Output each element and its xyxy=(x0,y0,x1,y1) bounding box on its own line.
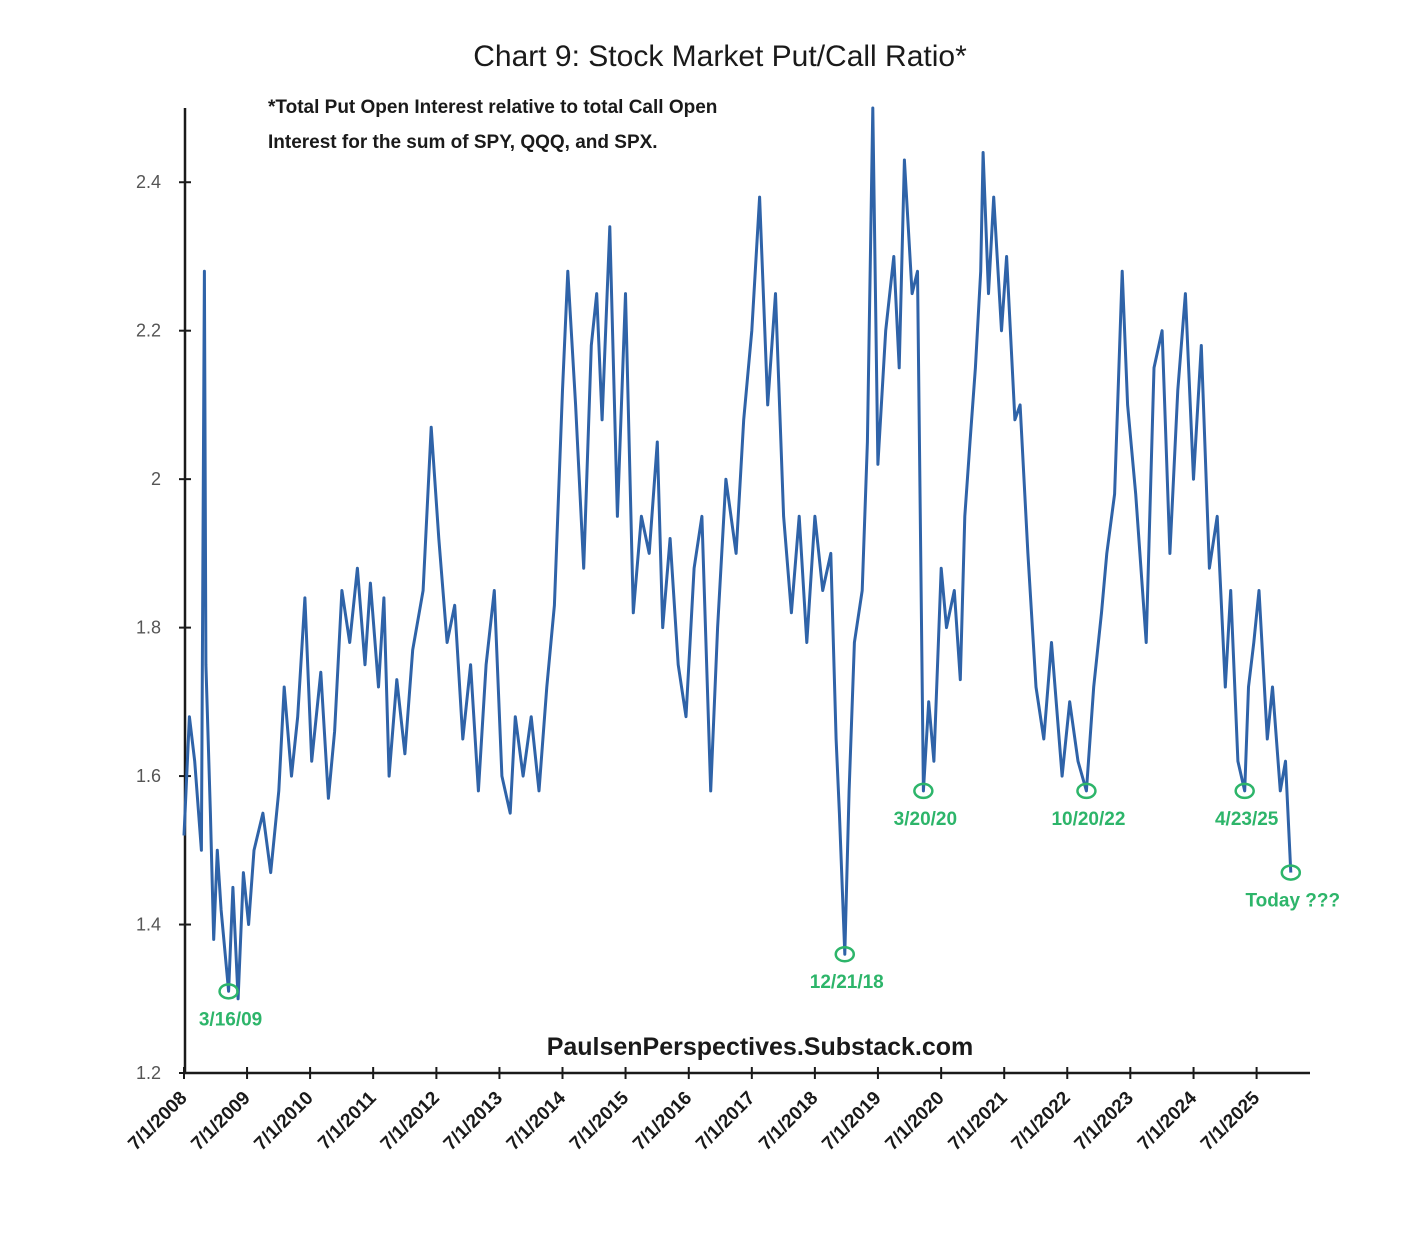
y-tick-label: 2.4 xyxy=(136,172,161,192)
x-tick-label: 7/1/2016 xyxy=(629,1088,696,1155)
x-tick-label: 7/1/2009 xyxy=(187,1088,254,1155)
annotation-layer: 3/16/09 12/21/18 3/20/20 10/20/22 4/23/25 Tod… xyxy=(199,782,1340,1030)
annotation-label: 3/20/20 xyxy=(894,809,957,830)
y-axis: 1.2 1.4 1.6 1.8 2 2.2 2.4 xyxy=(136,108,191,1083)
y-tick-label: 2.2 xyxy=(136,321,161,341)
x-tick-label: 7/1/2021 xyxy=(945,1087,1012,1154)
annotation-label: 12/21/18 xyxy=(810,972,884,993)
x-tick-label: 7/1/2012 xyxy=(377,1088,444,1155)
series-layer xyxy=(182,106,1293,1001)
source-credit: PaulsenPerspectives.Substack.com xyxy=(547,1033,974,1061)
x-tick-label: 7/1/2022 xyxy=(1008,1088,1075,1155)
x-tick-label: 7/1/2018 xyxy=(755,1088,822,1155)
annotation-label: 10/20/22 xyxy=(1051,809,1125,830)
annotation-marker xyxy=(834,945,856,963)
x-tick-label: 7/1/2024 xyxy=(1134,1087,1201,1154)
x-tick-label: 7/1/2011 xyxy=(314,1087,381,1154)
y-tick-label: 1.8 xyxy=(136,618,161,638)
x-tick-label: 7/1/2008 xyxy=(124,1088,191,1155)
annotation-label: 3/16/09 xyxy=(199,1009,262,1030)
x-tick-label: 7/1/2015 xyxy=(566,1087,633,1154)
annotation-marker xyxy=(1280,864,1302,881)
x-tick-label: 7/1/2013 xyxy=(440,1088,507,1155)
x-tick-label: 7/1/2023 xyxy=(1071,1088,1138,1155)
annotation-marker xyxy=(913,782,934,800)
annotation-label: Today ??? xyxy=(1245,891,1340,912)
chart-subtitle-line-1: *Total Put Open Interest relative to tot… xyxy=(268,97,717,118)
y-tick-label: 2 xyxy=(151,469,161,489)
series-line xyxy=(182,106,1293,1001)
chart-title: Chart 9: Stock Market Put/Call Ratio* xyxy=(473,40,967,73)
annotation-label: 4/23/25 xyxy=(1215,809,1279,830)
x-tick-label: 7/1/2025 xyxy=(1197,1087,1264,1154)
annotation-marker xyxy=(218,983,239,1000)
y-tick-label: 1.6 xyxy=(136,766,161,786)
x-tick-label: 7/1/2014 xyxy=(503,1087,570,1154)
x-tick-label: 7/1/2010 xyxy=(250,1088,317,1155)
x-tick-label: 7/1/2019 xyxy=(818,1088,885,1155)
annotation-marker xyxy=(1076,782,1097,800)
chart-subtitle-line-2: Interest for the sum of SPY, QQQ, and SP… xyxy=(268,132,658,153)
y-tick-label: 1.4 xyxy=(136,915,161,935)
y-tick-label: 1.2 xyxy=(136,1063,161,1083)
x-tick-label: 7/1/2020 xyxy=(882,1088,949,1155)
x-tick-label: 7/1/2017 xyxy=(692,1088,759,1155)
annotation-marker xyxy=(1234,782,1255,800)
x-axis: 7/1/20087/1/20097/1/20107/1/20117/1/2012… xyxy=(124,1067,1310,1155)
